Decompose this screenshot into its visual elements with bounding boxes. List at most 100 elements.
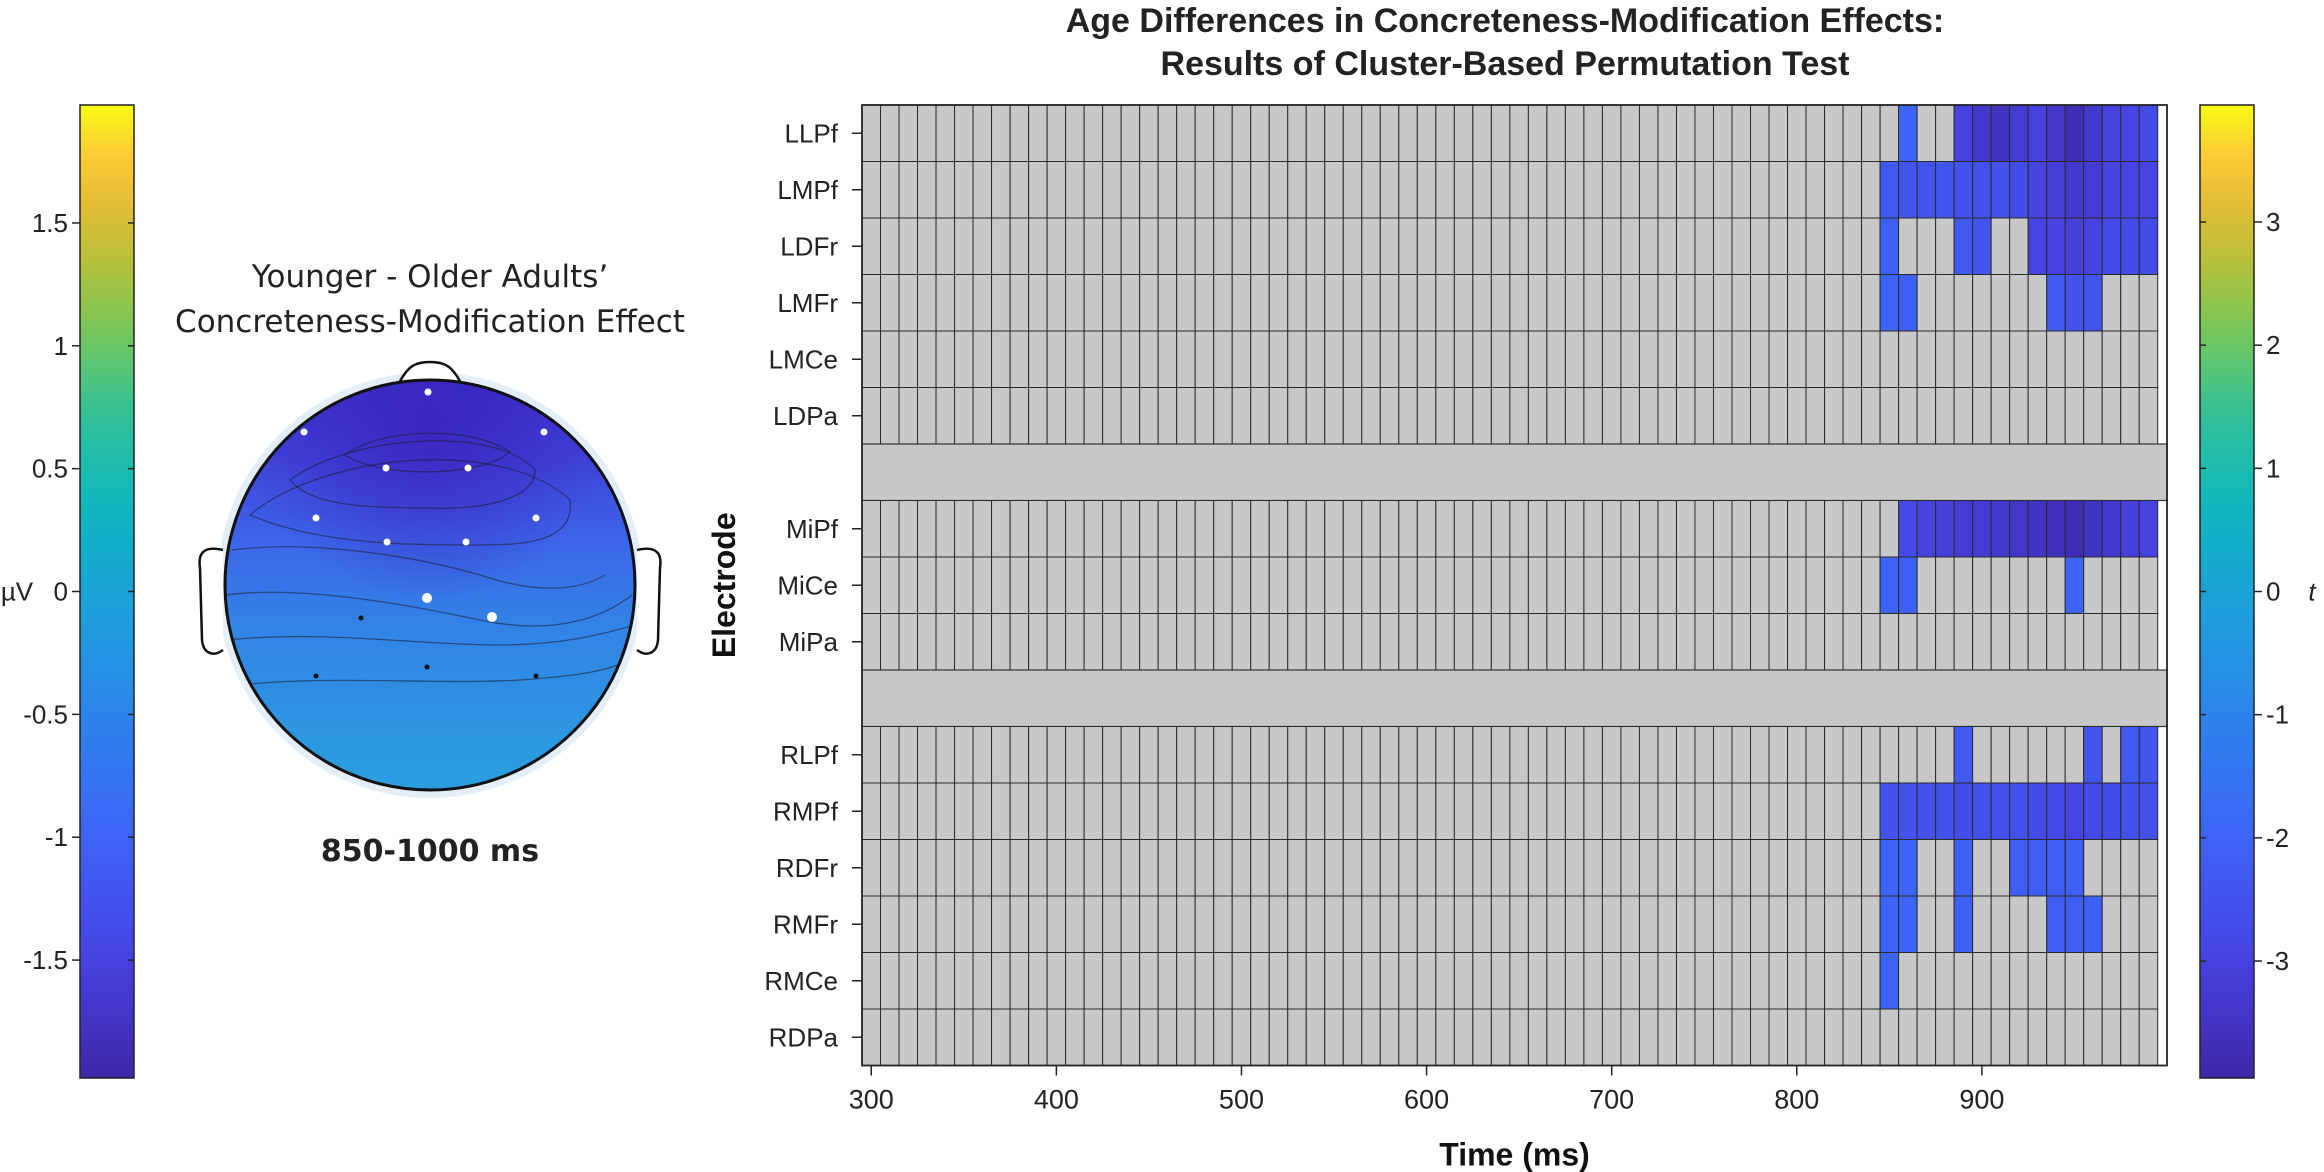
heatmap-cell [1620, 895, 1640, 953]
heatmap-cell [1787, 387, 1807, 445]
heatmap-cell [1083, 839, 1104, 897]
heatmap-cell [2120, 613, 2140, 671]
heatmap-cell [1416, 613, 1437, 671]
heatmap-cell [1139, 839, 1159, 897]
heatmap-cell [1398, 782, 1418, 840]
heatmap-cell [1657, 895, 1677, 953]
colorbar-tick-label: -1 [2266, 700, 2289, 730]
heatmap-cell [1250, 1008, 1270, 1066]
electrode-row-label: RMPf [773, 796, 839, 826]
heatmap-cell [2046, 217, 2066, 275]
heatmap-cell [2083, 387, 2103, 445]
heatmap-cell [1879, 217, 1900, 275]
heatmap-cell [1824, 161, 1844, 219]
colorbar-tick-label: 1 [2266, 453, 2280, 483]
heatmap-cell [1157, 839, 1178, 897]
heatmap-cell [1324, 274, 1344, 332]
heatmap-cell [991, 782, 1011, 840]
heatmap-cell [1583, 952, 1603, 1010]
heatmap-cell [1305, 782, 1326, 840]
heatmap-cell [917, 1008, 937, 1066]
heatmap-cell [1527, 217, 1548, 275]
heatmap-cell [2009, 726, 2029, 784]
heatmap-cell [1342, 217, 1363, 275]
heatmap-cell [1046, 726, 1067, 784]
x-tick-label: 600 [1404, 1085, 1449, 1115]
heatmap-cell [1861, 726, 1881, 784]
heatmap-cell [1435, 387, 1455, 445]
heatmap-cell [1546, 726, 1566, 784]
heatmap-cell [1750, 217, 1770, 275]
heatmap-cell [1324, 217, 1344, 275]
topoplot-title: Younger - Older Adults’ Concreteness-Mod… [170, 255, 690, 345]
heatmap-cell [1509, 274, 1529, 332]
electrode-black [533, 673, 539, 679]
heatmap-cell [1305, 330, 1326, 388]
colorbar-unit-label: µV [1, 577, 34, 607]
heatmap-cell [2027, 387, 2048, 445]
heatmap-cell [898, 274, 919, 332]
heatmap-cell [1638, 217, 1659, 275]
heatmap-cell [2046, 161, 2066, 219]
heatmap-cell [1768, 895, 1789, 953]
heatmap-cell [2101, 839, 2122, 897]
heatmap-cell [1787, 161, 1807, 219]
heatmap-cell [1712, 330, 1733, 388]
heatmap-cell [1009, 613, 1030, 671]
heatmap-cell [1564, 782, 1585, 840]
heatmap-cell [1009, 500, 1030, 558]
heatmap-cell [1546, 217, 1566, 275]
heatmap-cell [1768, 839, 1789, 897]
heatmap-cell [1657, 782, 1677, 840]
heatmap-cell [1157, 330, 1178, 388]
heatmap-cell [1564, 387, 1585, 445]
heatmap-cell [1898, 104, 1918, 162]
heatmap-cell [1972, 217, 1992, 275]
colorbar-tick-label: -1 [45, 822, 68, 852]
heatmap-cell [1398, 387, 1418, 445]
heatmap-cell [972, 952, 993, 1010]
heatmap-cell [935, 726, 956, 784]
heatmap-cell [1287, 274, 1307, 332]
heatmap-cell [1416, 330, 1437, 388]
electrode-white [383, 538, 391, 546]
heatmap-cell [935, 330, 956, 388]
heatmap-cell [1046, 782, 1067, 840]
heatmap-cell [1009, 556, 1030, 614]
heatmap-cell [1564, 556, 1585, 614]
heatmap-cell [1583, 217, 1603, 275]
heatmap-cell [1712, 500, 1733, 558]
heatmap-cell [898, 895, 919, 953]
heatmap-cell [898, 726, 919, 784]
heatmap-cell [2120, 952, 2140, 1010]
heatmap-cell [1361, 330, 1381, 388]
heatmap-cell [1990, 330, 2011, 388]
scalp-outline [223, 378, 637, 792]
heatmap-cell [2120, 726, 2140, 784]
heatmap-cell [1213, 895, 1233, 953]
heatmap-cell [1102, 104, 1122, 162]
heatmap-cell [1490, 387, 1511, 445]
topoplot-time-window: 850-1000 ms [320, 834, 540, 869]
colorbar-tick-label: 0 [54, 577, 68, 607]
colorbar-tick-label: 0 [2266, 577, 2280, 607]
heatmap-cell [991, 387, 1011, 445]
heatmap-cell [1435, 556, 1455, 614]
heatmap-cell [1379, 104, 1400, 162]
heatmap-cell [1675, 613, 1696, 671]
heatmap-cell [1898, 161, 1918, 219]
heatmap-cell [1453, 839, 1474, 897]
heatmap-cell [1416, 161, 1437, 219]
heatmap-cell [1916, 500, 1937, 558]
heatmap-cell [1731, 839, 1752, 897]
heatmap-cell [991, 104, 1011, 162]
heatmap-cell [1231, 330, 1252, 388]
heatmap-cell [1268, 839, 1289, 897]
heatmap-cell [861, 839, 882, 897]
heatmap-cell [1935, 613, 1955, 671]
heatmap-cell [1268, 330, 1289, 388]
heatmap-cell [1824, 330, 1844, 388]
heatmap-cell [1750, 839, 1770, 897]
heatmap-cell [861, 556, 882, 614]
heatmap-cell [1694, 613, 1714, 671]
